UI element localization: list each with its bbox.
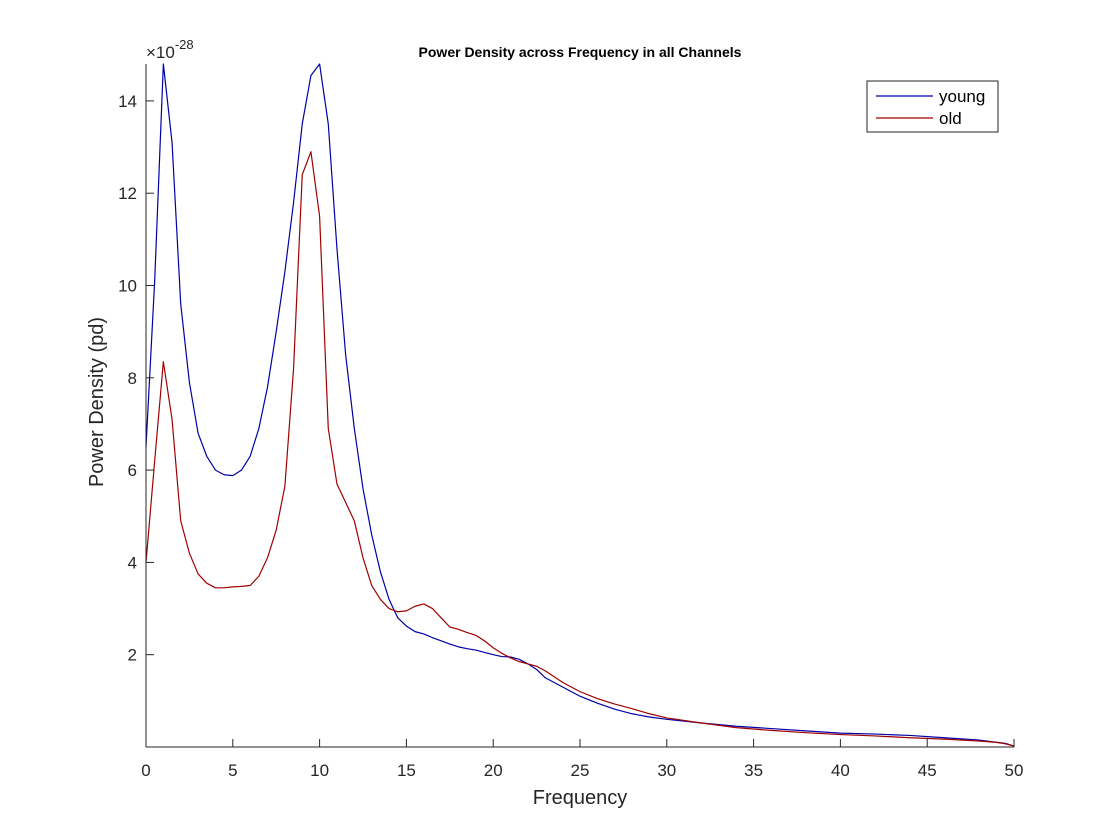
x-tick-label-45: 45: [918, 761, 937, 780]
y-axis-exponent-base: ×10: [146, 43, 175, 62]
y-tick-label-12: 12: [118, 184, 137, 203]
legend-label-old: old: [939, 109, 962, 128]
x-tick-label-30: 30: [657, 761, 676, 780]
y-axis-label: Power Density (pd): [86, 317, 108, 487]
y-tick-label-6: 6: [128, 461, 137, 480]
x-tick-label-20: 20: [484, 761, 503, 780]
legend-label-young: young: [939, 87, 985, 106]
x-tick-label-35: 35: [744, 761, 763, 780]
y-tick-label-10: 10: [118, 277, 137, 296]
y-axis-exponent: ×10-28: [146, 37, 194, 62]
legend: young old: [866, 80, 999, 133]
x-tick-label-40: 40: [831, 761, 850, 780]
x-tick-label-5: 5: [228, 761, 237, 780]
x-tick-label-25: 25: [571, 761, 590, 780]
y-tick-label-4: 4: [128, 553, 137, 572]
chart-title: Power Density across Frequency in all Ch…: [419, 44, 742, 60]
x-tick-label-0: 0: [141, 761, 150, 780]
series-layer: [145, 63, 1015, 747]
axes-layer: 0 5 10 15 20 25 30 35 40 45 50 2 4 6 8 10 12 14: [118, 64, 1023, 780]
y-tick-label-2: 2: [128, 646, 137, 665]
x-axis-label: Frequency: [533, 787, 628, 809]
y-axis-exponent-power: -28: [175, 37, 194, 52]
y-tick-label-14: 14: [118, 92, 137, 111]
x-tick-label-50: 50: [1005, 761, 1024, 780]
series-line-old: [145, 151, 1015, 747]
plot-background: [146, 64, 1014, 747]
legend-box: [866, 80, 999, 133]
x-tick-label-15: 15: [397, 761, 416, 780]
y-tick-label-8: 8: [128, 369, 137, 388]
x-tick-label-10: 10: [310, 761, 329, 780]
plot-area: [146, 64, 1014, 747]
